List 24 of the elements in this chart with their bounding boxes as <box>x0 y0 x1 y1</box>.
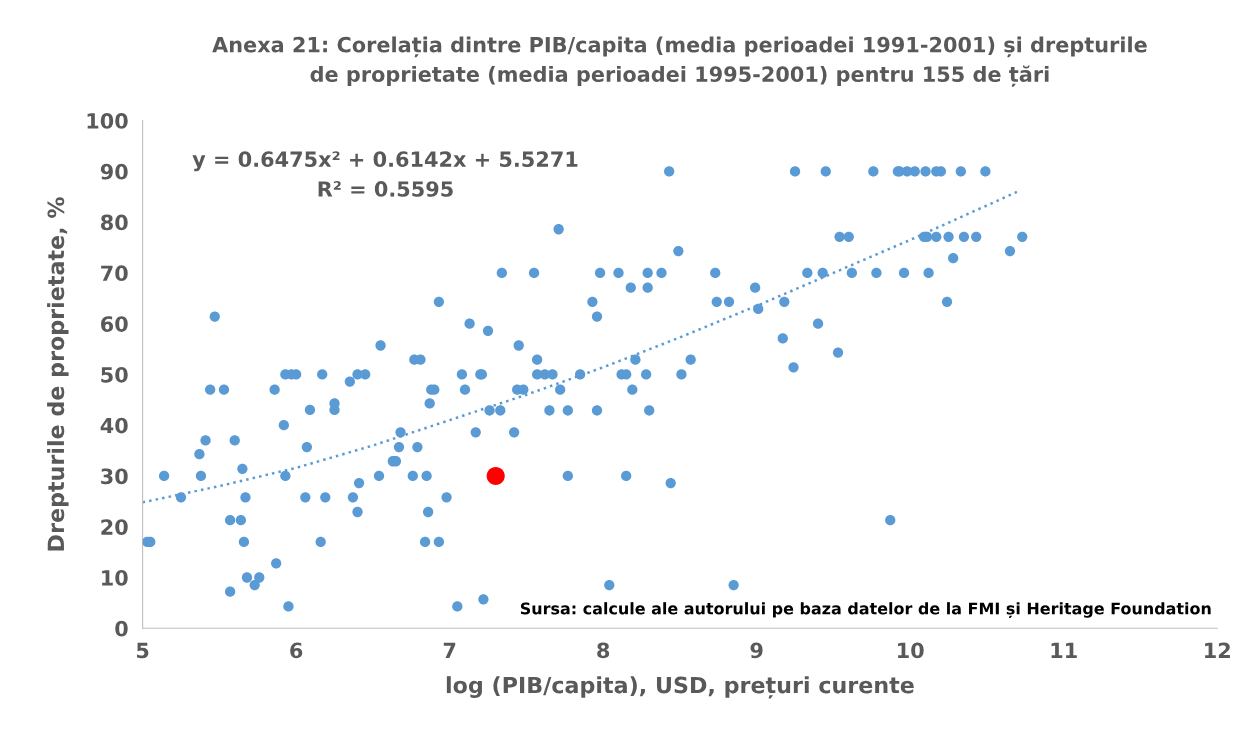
x-axis-title: log (PIB/capita), USD, prețuri curente <box>446 676 914 699</box>
x-tick-label: 8 <box>597 642 610 659</box>
annotation: Sursa: calcule ale autorului pe baza datelor de la FMI și Heritage Foundation <box>520 602 1211 619</box>
x-tick-label: 10 <box>898 642 924 659</box>
x-tick-label: 12 <box>1205 642 1230 658</box>
y-tick-label: 80 <box>101 214 128 231</box>
y-axis-title: Drepturile de proprietate, % <box>47 197 69 551</box>
chart-title: Anexa 21: Corelația dintre PIB/capita (media perioadei 1991-2001) și drepturile de proprietate (media perioadei 1995-2001) pentru 155 de țări <box>212 36 1147 87</box>
x-tick-label: 7 <box>443 642 456 658</box>
y-tick-label: 70 <box>101 265 128 282</box>
y-tick-label: 20 <box>101 519 128 535</box>
y-tick-label: 10 <box>102 569 128 586</box>
y-tick-label: 0 <box>115 620 128 637</box>
y-tick-label: 60 <box>101 316 128 332</box>
x-tick-label: 5 <box>136 642 149 659</box>
x-tick-label: 11 <box>1051 642 1077 658</box>
y-tick-label: 30 <box>101 468 128 485</box>
x-tick-label: 6 <box>290 642 303 659</box>
y-tick-label: 50 <box>101 366 128 383</box>
x-tick-label: 9 <box>750 642 763 659</box>
y-tick-label: 90 <box>100 163 128 180</box>
y-tick-label: 40 <box>100 417 128 434</box>
annotation: y = 0.6475x² + 0.6142x + 5.5271 R² = 0.5595 <box>192 151 578 197</box>
y-tick-label: 100 <box>87 113 128 129</box>
